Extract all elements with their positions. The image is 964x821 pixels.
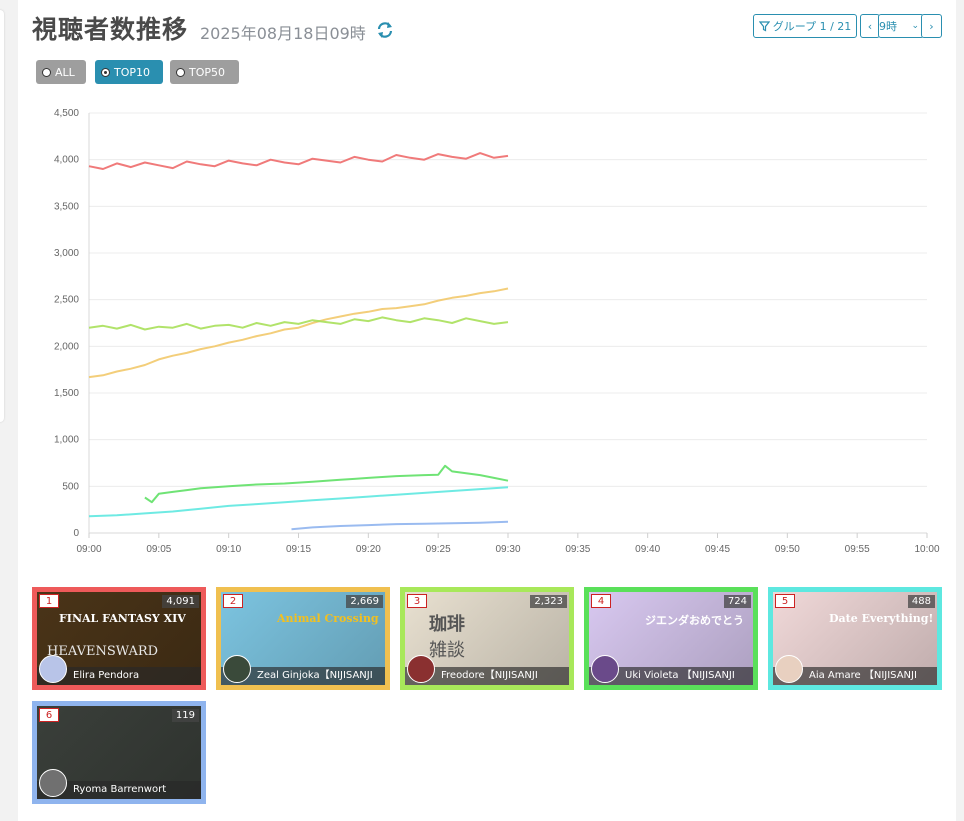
rank-badge: 5	[775, 594, 795, 608]
thumbnail-title-art: FINAL FANTASY XIV	[59, 612, 186, 625]
viewer-count-badge: 2,323	[530, 595, 567, 608]
filter-top10-radio[interactable]: TOP10	[95, 60, 163, 84]
stream-thumbnail: Animal Crossing 2 2,669 Zeal Ginjoka【NIJISA…	[221, 592, 385, 685]
y-tick-label: 4,500	[54, 108, 79, 119]
refresh-icon[interactable]	[376, 21, 394, 39]
avatar	[39, 769, 67, 797]
rank-badge: 6	[39, 708, 59, 722]
thumbnail-title-art: Animal Crossing	[277, 612, 379, 625]
ranking-card-1[interactable]: FINAL FANTASY XIV HEAVENSWARD 1 4,091 Elira …	[32, 587, 206, 690]
chevron-right-icon: ›	[929, 19, 934, 33]
rank-badge: 4	[591, 594, 611, 608]
series-line-4	[144, 464, 509, 504]
viewer-count-badge: 2,669	[346, 595, 383, 608]
thumbnail-subtitle-art: HEAVENSWARD	[47, 644, 159, 659]
thumbnail-title-art: ジエンダおめでとう	[645, 614, 744, 627]
y-tick-label: 3,500	[54, 201, 79, 212]
channel-name: Freodore【NIJISANJI	[405, 667, 569, 685]
ranking-card-6[interactable]: 6 119 Ryoma Barrenwort	[32, 701, 206, 804]
x-tick-label: 09:05	[146, 544, 171, 555]
x-tick-label: 09:55	[845, 544, 870, 555]
rank-badge: 3	[407, 594, 427, 608]
x-tick-label: 09:20	[356, 544, 381, 555]
x-tick-label: 09:45	[705, 544, 730, 555]
next-hour-button[interactable]: ›	[921, 14, 942, 38]
viewer-count-badge: 4,091	[162, 595, 199, 608]
y-tick-label: 4,000	[54, 155, 79, 166]
x-tick-label: 09:50	[775, 544, 800, 555]
ranking-card-3[interactable]: 珈琲雑談 3 2,323 Freodore【NIJISANJI	[400, 587, 574, 690]
channel-name: Elira Pendora	[37, 667, 201, 685]
avatar	[407, 655, 435, 683]
thumbnail-title-art: Date Everything!	[829, 612, 934, 625]
filter-top50-radio[interactable]: TOP50	[170, 60, 239, 84]
viewer-line-chart: 0 500 1,000 1,500 2,000 2,500 3,000 3,500 4,000 4…	[54, 108, 940, 555]
stream-thumbnail: Date Everything! 5 488 Aia Amare 【NIJISANJI	[773, 592, 937, 685]
avatar	[775, 655, 803, 683]
avatar	[591, 655, 619, 683]
x-tick-label: 09:40	[635, 544, 660, 555]
y-tick-label: 1,000	[54, 435, 79, 446]
page-title: 視聴者数推移	[32, 15, 189, 44]
rank-badge: 2	[223, 594, 243, 608]
x-tick-label: 10:00	[914, 544, 939, 555]
x-tick-label: 09:10	[216, 544, 241, 555]
y-tick-label: 3,000	[54, 248, 79, 259]
ranking-card-2[interactable]: Animal Crossing 2 2,669 Zeal Ginjoka【NIJISA…	[216, 587, 390, 690]
channel-name: Zeal Ginjoka【NIJISANJI	[221, 667, 385, 685]
y-tick-label: 500	[62, 481, 79, 492]
x-tick-label: 09:30	[495, 544, 520, 555]
x-tick-label: 09:00	[76, 544, 101, 555]
filter-label: ALL	[55, 65, 75, 79]
y-tick-label: 2,000	[54, 341, 79, 352]
channel-name: Aia Amare 【NIJISANJI	[773, 667, 937, 685]
hour-select[interactable]: 9時 ⌄	[878, 14, 924, 38]
adjacent-panel-edge	[0, 10, 4, 422]
avatar	[39, 655, 67, 683]
series-line-5	[88, 486, 509, 518]
filter-all-radio[interactable]: ALL	[36, 60, 86, 84]
ranking-card-4[interactable]: ジエンダおめでとう 4 724 Uki Violeta 【NIJISANJI	[584, 587, 758, 690]
radio-indicator	[176, 67, 185, 77]
stream-thumbnail: FINAL FANTASY XIV HEAVENSWARD 1 4,091 Elira …	[37, 592, 201, 685]
stream-thumbnail: 6 119 Ryoma Barrenwort	[37, 706, 201, 799]
chevron-left-icon: ‹	[867, 19, 873, 33]
ranking-card-5[interactable]: Date Everything! 5 488 Aia Amare 【NIJISANJI	[768, 587, 942, 690]
group-filter-button[interactable]: グループ 1 / 21	[753, 14, 857, 38]
rank-badge: 1	[39, 594, 59, 608]
filter-label: TOP10	[114, 65, 151, 79]
x-tick-label: 09:15	[286, 544, 311, 555]
radio-indicator	[101, 67, 110, 77]
date-hour-label: 2025年08月18日09時	[200, 24, 366, 43]
avatar	[223, 655, 251, 683]
y-tick-label: 0	[73, 528, 79, 539]
x-tick-label: 09:25	[426, 544, 451, 555]
group-label: グループ 1 / 21	[772, 20, 852, 33]
series-line-3	[88, 316, 509, 331]
channel-name: Uki Violeta 【NIJISANJI	[589, 667, 753, 685]
viewer-count-badge: 724	[723, 595, 751, 608]
filter-label: TOP50	[189, 65, 226, 79]
thumbnail-title-art: 珈琲	[429, 614, 465, 635]
y-tick-label: 2,500	[54, 295, 79, 306]
radio-indicator	[42, 67, 51, 77]
viewer-count-badge: 119	[171, 709, 199, 722]
series-line-2	[88, 287, 509, 379]
filter-icon	[758, 20, 770, 31]
chevron-down-icon: ⌄	[911, 21, 919, 31]
series-line-1	[88, 152, 509, 170]
series-line-6	[291, 520, 509, 531]
stream-thumbnail: ジエンダおめでとう 4 724 Uki Violeta 【NIJISANJI	[589, 592, 753, 685]
stream-thumbnail: 珈琲雑談 3 2,323 Freodore【NIJISANJI	[405, 592, 569, 685]
thumbnail-subtitle-art: 雑談	[429, 640, 465, 661]
y-tick-label: 1,500	[54, 388, 79, 399]
channel-name: Ryoma Barrenwort	[37, 781, 201, 799]
viewer-count-badge: 488	[907, 595, 935, 608]
x-tick-label: 09:35	[565, 544, 590, 555]
hour-value: 9時	[879, 20, 897, 33]
prev-hour-button[interactable]: ‹	[860, 14, 880, 38]
viewer-trend-panel: 視聴者数推移 2025年08月18日09時 グループ 1 / 21 ‹ 9時 ⌄…	[18, 0, 956, 821]
